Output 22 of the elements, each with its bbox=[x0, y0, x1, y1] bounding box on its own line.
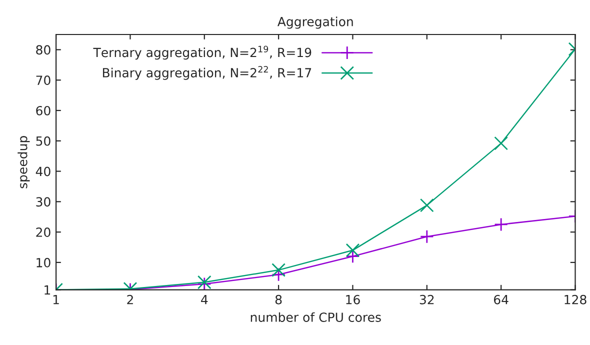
x-tick-label: 32 bbox=[420, 294, 434, 304]
chart-title: Aggregation bbox=[277, 16, 353, 29]
x-axis-title: number of CPU cores bbox=[250, 312, 381, 322]
y-tick-label: 30 bbox=[36, 197, 50, 207]
legend-label: Ternary aggregation, N=2$^{19}$, R=19 bbox=[93, 46, 312, 60]
y-tick-label: 60 bbox=[36, 106, 50, 116]
x-tick-label: 128 bbox=[564, 294, 586, 304]
y-tick-label: 70 bbox=[36, 76, 50, 86]
y-axis-title: speedup bbox=[18, 136, 30, 188]
x-tick-label: 64 bbox=[494, 294, 508, 304]
y-tick-label: 1 bbox=[44, 285, 50, 295]
x-tick-label: 2 bbox=[127, 294, 133, 304]
x-tick-label: 4 bbox=[201, 295, 208, 304]
y-tick-label: 40 bbox=[36, 166, 50, 176]
legend-label: Binary aggregation, N=2$^{22}$, R=17 bbox=[102, 66, 312, 80]
x-tick-label: 1 bbox=[53, 295, 59, 304]
y-tick-label: 80 bbox=[36, 45, 50, 55]
x-tick-label: 8 bbox=[275, 294, 282, 304]
y-tick-label: 20 bbox=[36, 228, 50, 237]
x-tick-label: 16 bbox=[346, 294, 360, 304]
y-tick-label: 10 bbox=[36, 258, 50, 268]
y-tick-label: 50 bbox=[36, 136, 50, 146]
